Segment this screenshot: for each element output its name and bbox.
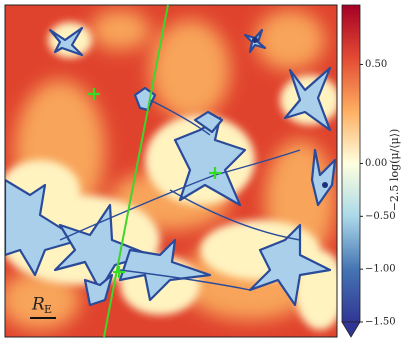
colorbar-tick-label: −1.00: [365, 264, 396, 275]
colorbar-tick-label: 0.50: [365, 59, 387, 70]
colorbar-tick-label: −0.50: [365, 211, 396, 222]
scale-label: R: [31, 295, 45, 315]
scale-label-sub: E: [44, 303, 52, 316]
colorbar-label: −2.5 log(μ/⟨μ⟩): [388, 129, 401, 212]
colorbar-extension: [341, 321, 361, 338]
colorbar-tick-label: 0.00: [365, 158, 387, 169]
colorbar: [341, 4, 361, 323]
magnification-map: [5, 5, 337, 337]
colorbar-tick-label: −1.50: [365, 317, 396, 328]
